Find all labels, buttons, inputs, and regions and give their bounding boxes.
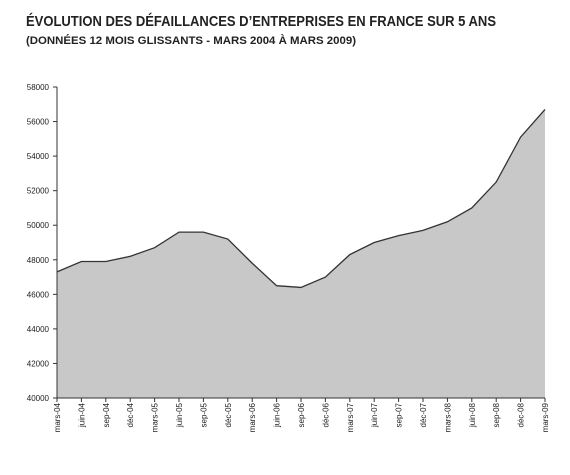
x-tick-label: mars-08 — [443, 402, 452, 432]
line — [56, 109, 546, 289]
x-tick-label: mars-09 — [541, 402, 550, 432]
y-tick-label: 52000 — [27, 187, 50, 196]
x-tick-label: mars-06 — [248, 402, 257, 432]
x-tick-label: juin-07 — [370, 402, 379, 428]
x-tick-label: sep-04 — [102, 402, 111, 427]
x-tick-label: déc-08 — [517, 402, 526, 427]
y-tick-label: 58000 — [27, 83, 50, 92]
x-tick-label: sep-06 — [297, 402, 306, 427]
x-tick-label: mars-05 — [151, 402, 160, 432]
x-tick-label: mars-07 — [346, 402, 355, 432]
chart-title: ÉVOLUTION DES DÉFAILLANCES D’ENTREPRISES… — [26, 13, 496, 30]
y-tick-label: 54000 — [27, 152, 50, 161]
x-tick-label: juin-06 — [273, 402, 282, 428]
y-tick-label: 48000 — [27, 256, 50, 265]
y-tick-label: 44000 — [27, 325, 50, 334]
x-tick-label: juin-04 — [77, 402, 86, 428]
x-tick-label: déc-06 — [321, 402, 330, 427]
y-tick-label: 42000 — [27, 359, 50, 368]
chart-subtitle: (DONNÉES 12 MOIS GLISSANTS - MARS 2004 À… — [26, 34, 356, 47]
x-tick-label: déc-07 — [419, 402, 428, 427]
y-tick-label: 56000 — [27, 118, 50, 127]
y-tick-label: 40000 — [27, 394, 50, 403]
x-tick-label: juin-05 — [175, 402, 184, 428]
area — [57, 109, 545, 398]
y-tick-label: 46000 — [27, 290, 50, 299]
x-tick-label: déc-04 — [126, 402, 135, 427]
x-tick-label: juin-08 — [468, 402, 477, 428]
x-tick-label: sep-08 — [492, 402, 501, 427]
y-tick-label: 50000 — [27, 221, 50, 230]
x-tick-label: sep-07 — [395, 402, 404, 427]
x-tick-label: déc-05 — [224, 402, 233, 427]
x-tick-label: mars-04 — [53, 402, 62, 432]
x-tick-label: sep-05 — [199, 402, 208, 427]
